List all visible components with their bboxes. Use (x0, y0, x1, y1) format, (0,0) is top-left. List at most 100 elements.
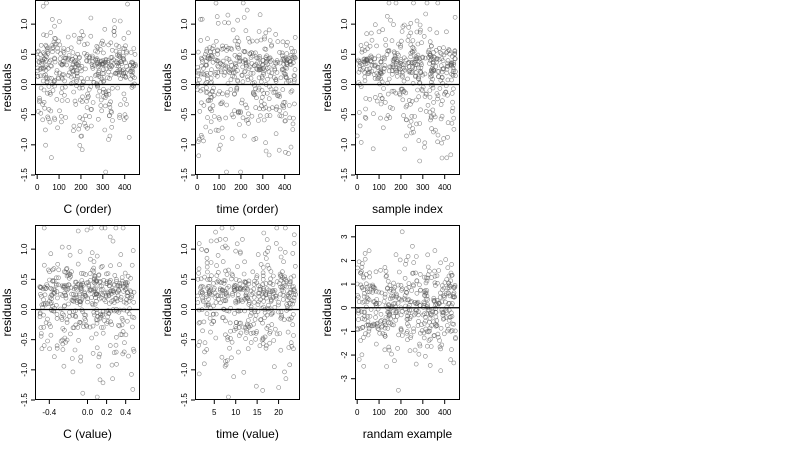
data-point (287, 306, 293, 311)
data-point (109, 63, 114, 68)
data-point (356, 299, 362, 305)
data-point (130, 74, 136, 79)
data-point (362, 309, 368, 315)
data-point (437, 50, 443, 55)
data-point (226, 57, 232, 62)
data-point (427, 363, 433, 368)
data-point (107, 280, 112, 285)
data-point (412, 347, 418, 353)
data-point (289, 315, 294, 320)
data-point (198, 38, 204, 43)
data-point (276, 309, 281, 315)
data-point (257, 66, 263, 72)
data-point (94, 72, 99, 77)
data-point (83, 123, 89, 129)
data-point (207, 291, 212, 296)
data-point (435, 334, 441, 340)
data-point (126, 30, 131, 36)
data-point (87, 324, 93, 330)
data-point (228, 328, 233, 334)
data-point (106, 92, 112, 97)
data-point (117, 112, 122, 118)
data-point (113, 48, 119, 54)
data-point (354, 281, 360, 287)
data-point (280, 292, 286, 298)
data-point (121, 57, 127, 63)
data-point (253, 312, 259, 318)
data-point (129, 314, 135, 320)
data-point (90, 55, 95, 61)
data-point (107, 283, 112, 289)
data-point (36, 48, 41, 54)
data-point (202, 349, 207, 355)
data-point (290, 49, 296, 55)
data-point (421, 321, 427, 326)
data-point (43, 58, 49, 63)
data-point (209, 108, 215, 113)
data-point (196, 371, 202, 377)
data-point (231, 328, 237, 333)
data-point (234, 320, 239, 325)
data-point (89, 335, 94, 341)
data-point (115, 283, 120, 288)
data-point (362, 299, 367, 304)
data-point (249, 61, 255, 66)
data-point (362, 256, 368, 262)
x-tick-label: 300 (416, 183, 430, 192)
data-point (52, 78, 58, 83)
data-point (222, 278, 228, 284)
data-point (411, 260, 417, 265)
x-tick-label: 100 (372, 183, 386, 192)
data-point (108, 72, 114, 78)
data-point (418, 330, 423, 336)
data-point (361, 275, 367, 281)
data-point (74, 70, 80, 76)
data-point (64, 320, 70, 325)
data-point (274, 225, 280, 231)
data-point (251, 137, 257, 142)
data-point (81, 271, 86, 276)
data-point (372, 56, 377, 61)
data-point (264, 113, 270, 118)
data-point (393, 56, 398, 61)
data-point (228, 305, 233, 311)
data-point (80, 294, 86, 300)
data-point (223, 44, 229, 49)
data-point (41, 324, 47, 330)
x-tick-label: 15 (253, 408, 262, 417)
data-point (263, 30, 269, 36)
data-point (291, 346, 296, 352)
data-point (442, 294, 447, 300)
data-point (204, 73, 210, 78)
data-point (365, 46, 370, 52)
data-point (404, 309, 409, 315)
data-point (220, 63, 226, 68)
data-point (115, 290, 120, 295)
data-point (75, 261, 81, 267)
data-point (451, 86, 456, 92)
data-point (274, 104, 280, 110)
data-point (197, 77, 202, 83)
data-point (79, 29, 85, 34)
data-point (200, 297, 206, 303)
data-point (204, 58, 209, 64)
data-point (261, 117, 267, 123)
y-tick-label: 0.0 (180, 78, 189, 90)
data-point (216, 91, 221, 97)
data-point (115, 71, 120, 76)
data-point (199, 283, 204, 289)
data-point (117, 283, 123, 289)
data-point (55, 125, 60, 131)
data-point (386, 76, 392, 82)
data-point (204, 248, 210, 253)
data-point (440, 310, 446, 316)
data-point (385, 80, 390, 86)
data-point (373, 341, 379, 347)
data-point (104, 281, 110, 286)
data-point (416, 94, 422, 99)
data-point (292, 35, 298, 40)
data-point (232, 287, 237, 293)
data-point (41, 100, 47, 105)
data-point (76, 55, 82, 61)
data-point (215, 20, 221, 26)
